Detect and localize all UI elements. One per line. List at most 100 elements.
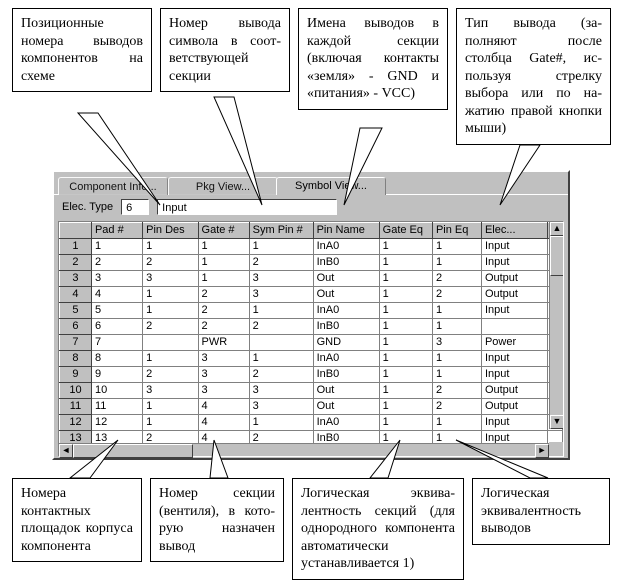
cell[interactable]: InB0: [313, 431, 379, 444]
cell[interactable]: 1: [143, 415, 198, 431]
tab-component-info[interactable]: Component Info...: [58, 177, 168, 195]
cell[interactable]: 1: [432, 367, 481, 383]
cell[interactable]: Input: [481, 255, 547, 271]
cell[interactable]: 9: [91, 367, 142, 383]
cell[interactable]: 3: [432, 335, 481, 351]
cell[interactable]: InA0: [313, 239, 379, 255]
header-rownum[interactable]: [60, 223, 92, 239]
cell[interactable]: 1: [379, 319, 432, 335]
cell[interactable]: 1: [379, 287, 432, 303]
cell[interactable]: 1: [379, 303, 432, 319]
cell[interactable]: Input: [481, 303, 547, 319]
cell[interactable]: Input: [481, 239, 547, 255]
cell[interactable]: [249, 335, 313, 351]
header-elec-[interactable]: Elec...: [481, 223, 547, 239]
cell[interactable]: 1: [379, 271, 432, 287]
cell[interactable]: 3: [143, 383, 198, 399]
row-header[interactable]: 10: [60, 383, 92, 399]
cell[interactable]: 3: [143, 271, 198, 287]
vertical-scroll-thumb[interactable]: [550, 236, 563, 276]
cell[interactable]: Input: [481, 319, 547, 335]
table-row[interactable]: 55121InA011Input: [60, 303, 563, 319]
table-row[interactable]: 66222InB011Input: [60, 319, 563, 335]
cell[interactable]: 1: [249, 303, 313, 319]
cell[interactable]: 1: [249, 415, 313, 431]
cell[interactable]: Out: [313, 271, 379, 287]
cell[interactable]: 1: [198, 239, 249, 255]
cell[interactable]: 1: [432, 255, 481, 271]
cell[interactable]: 2: [432, 383, 481, 399]
vertical-scrollbar[interactable]: ▲ ▼: [549, 222, 563, 429]
cell[interactable]: 4: [91, 287, 142, 303]
cell[interactable]: 1: [198, 271, 249, 287]
table-row[interactable]: 22212InB011Input: [60, 255, 563, 271]
cell[interactable]: InB0: [313, 367, 379, 383]
header-pin-name[interactable]: Pin Name: [313, 223, 379, 239]
cell[interactable]: 1: [432, 239, 481, 255]
table-row[interactable]: 1313242InB011Input: [60, 431, 563, 444]
cell[interactable]: Input: [481, 415, 547, 431]
cell[interactable]: Output: [481, 271, 547, 287]
cell[interactable]: InA0: [313, 303, 379, 319]
cell[interactable]: 1: [379, 383, 432, 399]
cell[interactable]: 1: [91, 239, 142, 255]
cell[interactable]: 1: [143, 303, 198, 319]
cell[interactable]: 2: [143, 431, 198, 444]
cell[interactable]: Output: [481, 383, 547, 399]
header-gate-eq[interactable]: Gate Eq: [379, 223, 432, 239]
cell[interactable]: 10: [91, 383, 142, 399]
cell[interactable]: 3: [249, 287, 313, 303]
cell[interactable]: 1: [432, 351, 481, 367]
cell[interactable]: 11: [91, 399, 142, 415]
cell[interactable]: 2: [432, 399, 481, 415]
cell[interactable]: InB0: [313, 319, 379, 335]
scroll-down-button[interactable]: ▼: [550, 415, 563, 429]
cell[interactable]: 2: [249, 431, 313, 444]
row-header[interactable]: 11: [60, 399, 92, 415]
row-header[interactable]: 13: [60, 431, 92, 444]
table-row[interactable]: 88131InA011Input: [60, 351, 563, 367]
tab-pkg-view[interactable]: Pkg View...: [168, 177, 278, 195]
horizontal-scrollbar[interactable]: ◄ ►: [59, 443, 563, 456]
cell[interactable]: 2: [91, 255, 142, 271]
cell[interactable]: 5: [91, 303, 142, 319]
row-header[interactable]: 6: [60, 319, 92, 335]
elec-type-value[interactable]: Input: [157, 199, 337, 215]
cell[interactable]: 4: [198, 399, 249, 415]
cell[interactable]: 2: [432, 271, 481, 287]
cell[interactable]: Input: [481, 351, 547, 367]
header-sym-pin-[interactable]: Sym Pin #: [249, 223, 313, 239]
cell[interactable]: 2: [143, 319, 198, 335]
elec-type-index[interactable]: 6: [121, 199, 149, 215]
scroll-left-button[interactable]: ◄: [59, 444, 73, 458]
cell[interactable]: 1: [143, 351, 198, 367]
size-grip[interactable]: [549, 442, 563, 456]
cell[interactable]: 3: [249, 383, 313, 399]
table-row[interactable]: 1212141InA011Input: [60, 415, 563, 431]
table-row[interactable]: 1010333Out12Output: [60, 383, 563, 399]
cell[interactable]: 2: [249, 319, 313, 335]
cell[interactable]: 1: [249, 239, 313, 255]
header-pad-[interactable]: Pad #: [91, 223, 142, 239]
cell[interactable]: 2: [143, 255, 198, 271]
cell[interactable]: 2: [198, 287, 249, 303]
row-header[interactable]: 1: [60, 239, 92, 255]
cell[interactable]: 1: [432, 319, 481, 335]
cell[interactable]: 1: [432, 415, 481, 431]
cell[interactable]: 2: [249, 367, 313, 383]
cell[interactable]: 3: [249, 399, 313, 415]
cell[interactable]: PWR: [198, 335, 249, 351]
cell[interactable]: InA0: [313, 351, 379, 367]
cell[interactable]: 13: [91, 431, 142, 444]
cell[interactable]: 3: [198, 383, 249, 399]
row-header[interactable]: 9: [60, 367, 92, 383]
cell[interactable]: InB0: [313, 255, 379, 271]
cell[interactable]: 2: [432, 287, 481, 303]
scroll-right-button[interactable]: ►: [535, 444, 549, 458]
cell[interactable]: 1: [379, 255, 432, 271]
cell[interactable]: Output: [481, 287, 547, 303]
cell[interactable]: 1: [379, 431, 432, 444]
horizontal-scroll-thumb[interactable]: [73, 444, 193, 458]
cell[interactable]: 3: [198, 367, 249, 383]
cell[interactable]: 4: [198, 431, 249, 444]
